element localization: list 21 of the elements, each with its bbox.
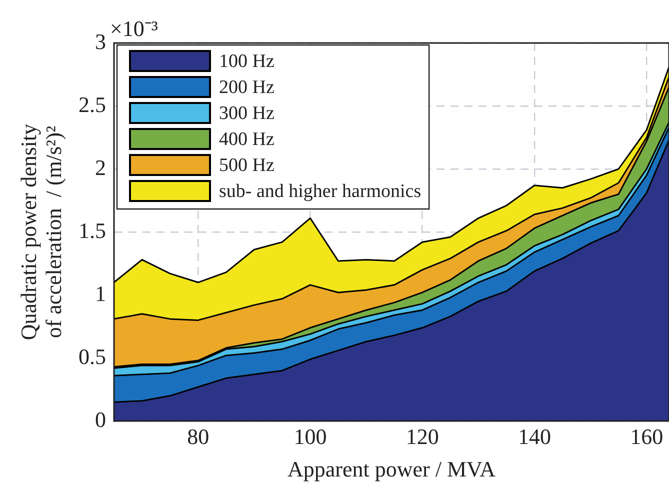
x-tick-label: 100	[294, 424, 327, 449]
x-tick-label: 140	[518, 424, 551, 449]
y-tick-label: 1.5	[78, 218, 106, 243]
legend-label: 500 Hz	[219, 154, 274, 176]
y-tick-label: 1	[95, 280, 106, 306]
legend-label: 200 Hz	[219, 76, 274, 98]
y-axis-title: Quadratic power density of acceleration / (m/s²)²	[16, 124, 66, 340]
x-tick-label: 160	[630, 424, 664, 449]
y-tick-label: 2	[95, 154, 106, 180]
legend-label: sub- and higher harmonics	[219, 180, 422, 202]
y-tick-label: 0.5	[78, 344, 106, 369]
legend-label: 100 Hz	[219, 50, 274, 72]
y-tick-label: 2.5	[78, 92, 106, 117]
legend-label: 400 Hz	[219, 128, 274, 150]
y-tick-label: 0	[95, 406, 106, 432]
x-axis-title: Apparent power / MVA	[288, 456, 496, 482]
text: ×10⁻³	[110, 16, 158, 41]
legend-label: 300 Hz	[219, 102, 274, 124]
x-tick-label: 80	[187, 424, 210, 449]
x-tick-label: 120	[406, 424, 439, 449]
y-tick-label: 3	[95, 28, 106, 54]
